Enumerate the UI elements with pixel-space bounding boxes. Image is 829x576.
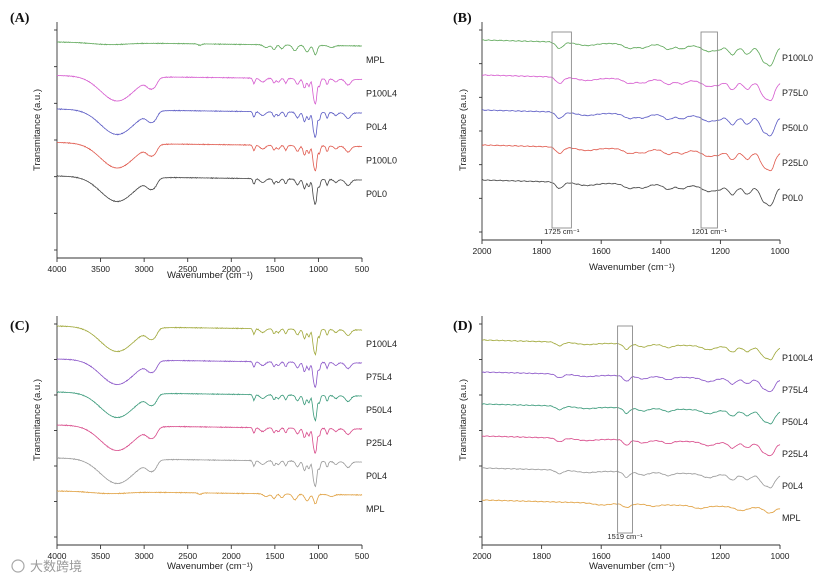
series-line-p25l0 — [481, 144, 781, 172]
series-label: P25L0 — [782, 158, 808, 168]
x-tick-label: 2000 — [222, 551, 241, 561]
series-label: P0L4 — [782, 481, 803, 491]
series-label: P75L4 — [366, 372, 392, 382]
series-line-p0l0 — [56, 175, 363, 205]
chart-panel-1: (A) 4000 3500 3000 2500 2000 1500 1000 500 Wavenu… — [10, 11, 397, 281]
series-line-mpl — [57, 41, 363, 56]
series-label: P100L0 — [366, 156, 397, 166]
series-line-p0l4 — [56, 457, 363, 488]
x-tick-label: 3500 — [91, 264, 110, 274]
watermark-icon — [11, 559, 25, 573]
panel-letter: (A) — [10, 11, 30, 26]
x-tick-label: 2000 — [473, 551, 492, 561]
series-label: P75L4 — [782, 385, 808, 395]
series-line-p75l4 — [481, 371, 781, 393]
series-label: P50L4 — [366, 405, 392, 415]
x-axis-label: Wavenumber (cm⁻¹) — [589, 262, 675, 273]
series-label: P100L0 — [782, 53, 813, 63]
series-line-p0l4 — [482, 467, 781, 489]
highlight-box — [700, 31, 718, 229]
x-tick-label: 1500 — [265, 551, 284, 561]
x-tick-label: 500 — [355, 551, 369, 561]
series-label: P0L0 — [366, 189, 387, 199]
panel-letter: (B) — [453, 11, 472, 26]
series-line-p50l4 — [56, 391, 363, 422]
x-axis-label: Wavenumber (cm⁻¹) — [589, 561, 675, 572]
series-label: MPL — [366, 504, 385, 514]
highlight-label: 1519 cm⁻¹ — [607, 532, 643, 541]
highlight-box — [551, 31, 572, 229]
series-line-p100l0 — [56, 141, 363, 172]
chart-panel-4: (D) 2000 1800 1600 1400 1200 1000 Wavenumber (c… — [453, 316, 813, 572]
series-label: P50L0 — [782, 123, 808, 133]
series-line-p25l4 — [481, 435, 781, 457]
y-axis-label: Transmitance (a.u.) — [458, 379, 469, 461]
series-line-mpl — [481, 499, 781, 514]
y-axis-label: Transmitance (a.u.) — [32, 89, 43, 171]
x-tick-label: 1000 — [771, 246, 790, 256]
series-line-p50l4 — [481, 403, 781, 425]
x-tick-label: 1600 — [592, 246, 611, 256]
series-label: MPL — [782, 513, 801, 523]
panel-letter: (D) — [453, 319, 473, 334]
series-line-p75l0 — [481, 74, 781, 102]
x-tick-label: 1500 — [265, 264, 284, 274]
x-tick-label: 1800 — [532, 246, 551, 256]
chart-panel-3: (C) 4000 3500 3000 2500 2000 1500 1000 500 Wavenu… — [10, 316, 397, 572]
series-line-p100l4 — [56, 74, 363, 105]
series-line-p100l0 — [481, 39, 781, 67]
y-axis-label: Transmitance (a.u.) — [458, 89, 469, 171]
series-label: P75L0 — [782, 88, 808, 98]
series-label: P0L4 — [366, 122, 387, 132]
x-tick-label: 4000 — [48, 551, 67, 561]
series-line-p0l0 — [481, 179, 781, 207]
series-line-p100l4 — [482, 339, 781, 361]
chart-panel-2: (B) 2000 1800 1600 1400 1200 1000 Wavenumber (c… — [453, 11, 813, 273]
highlight-box — [617, 325, 633, 534]
watermark-text: 大数跨境 — [30, 559, 82, 574]
x-tick-label: 1200 — [711, 551, 730, 561]
series-label: P100L4 — [366, 339, 397, 349]
x-tick-label: 3000 — [135, 264, 154, 274]
series-label: P100L4 — [782, 353, 813, 363]
series-line-p75l4 — [56, 358, 363, 388]
series-label: P100L4 — [366, 89, 397, 99]
x-axis-label: Wavenumber (cm⁻¹) — [167, 270, 253, 281]
series-line-mpl — [56, 490, 363, 505]
x-tick-label: 1800 — [532, 551, 551, 561]
series-line-p100l4 — [56, 325, 363, 356]
x-tick-label: 1400 — [651, 246, 670, 256]
y-axis-label: Transmitance (a.u.) — [32, 379, 43, 461]
series-label: P25L4 — [782, 449, 808, 459]
x-tick-label: 1000 — [309, 264, 328, 274]
x-tick-label: 4000 — [48, 264, 67, 274]
x-tick-label: 2500 — [178, 551, 197, 561]
series-label: P25L4 — [366, 438, 392, 448]
x-tick-label: 1200 — [711, 246, 730, 256]
series-line-p0l4 — [56, 108, 363, 138]
x-tick-label: 3000 — [135, 551, 154, 561]
x-tick-label: 1000 — [771, 551, 790, 561]
x-tick-label: 1000 — [309, 551, 328, 561]
panel-letter: (C) — [10, 319, 30, 334]
x-tick-label: 500 — [355, 264, 369, 274]
x-tick-label: 3500 — [91, 551, 110, 561]
x-tick-label: 1600 — [592, 551, 611, 561]
highlight-label: 1201 cm⁻¹ — [692, 227, 728, 236]
x-tick-label: 2000 — [222, 264, 241, 274]
series-label: P0L4 — [366, 471, 387, 481]
series-line-p50l0 — [482, 109, 781, 137]
series-label: P50L4 — [782, 417, 808, 427]
series-line-p25l4 — [56, 424, 363, 454]
x-axis-label: Wavenumber (cm⁻¹) — [167, 561, 253, 572]
series-label: MPL — [366, 55, 385, 65]
x-tick-label: 2000 — [473, 246, 492, 256]
series-label: P0L0 — [782, 193, 803, 203]
x-tick-label: 1400 — [651, 551, 670, 561]
x-tick-label: 2500 — [178, 264, 197, 274]
highlight-label: 1725 cm⁻¹ — [544, 227, 580, 236]
